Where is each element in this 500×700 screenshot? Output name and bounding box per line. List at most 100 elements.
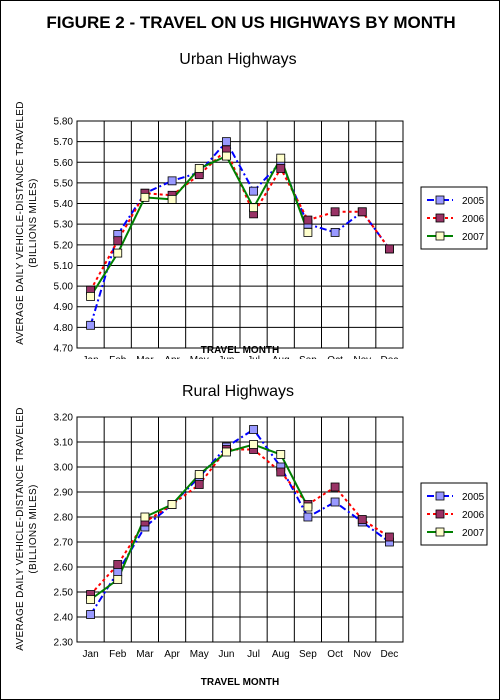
data-point-2007 xyxy=(194,164,204,173)
y-tick-label: 2.40 xyxy=(54,613,74,624)
figure-title: FIGURE 2 - TRAVEL ON US HIGHWAYS BY MONT… xyxy=(46,13,456,32)
data-point-2007 xyxy=(276,153,286,163)
x-tick-label: Feb xyxy=(109,649,127,660)
urban-highways-chart: Urban Highways 4.70 4.80 4.90 5.00 5.10 5.20 5… xyxy=(15,51,488,359)
rural-highways-chart: Rural Highways 2.30 2.40 2.50 2.60 2.70 2.80 2… xyxy=(15,383,488,688)
x-tick-labels: Jan Feb Mar Apr May Jun Jul Aug Sep Oct Nov Dec xyxy=(83,649,399,660)
data-point-2007 xyxy=(140,192,150,202)
y-tick-label: 2.30 xyxy=(54,638,74,649)
y-tick-label: 5.20 xyxy=(54,240,74,251)
x-tick-label: Mar xyxy=(136,355,154,359)
x-tick-label: Jan xyxy=(83,649,99,660)
x-axis-label: TRAVEL MONTH xyxy=(201,677,280,688)
data-point-2006 xyxy=(330,482,340,492)
x-tick-label: Dec xyxy=(381,649,399,660)
y-tick-label: 2.70 xyxy=(54,538,74,549)
data-point-2005 xyxy=(167,176,177,186)
data-point-2007 xyxy=(113,575,123,584)
legend: 2005 2006 2007 xyxy=(420,186,488,250)
x-tick-label: Jan xyxy=(83,355,99,359)
x-tick-label: Sep xyxy=(299,355,317,359)
data-point-2006 xyxy=(276,164,286,173)
y-axis-label: AVERAGE DAILY VEHICLE-DISTANCE TRAVELED xyxy=(15,101,26,344)
x-tick-label: Mar xyxy=(136,649,154,660)
y-tick-label: 2.60 xyxy=(54,563,74,574)
x-tick-label: Apr xyxy=(164,649,180,660)
y-tick-label: 5.60 xyxy=(54,158,74,169)
y-axis-label-units: (BILLIONS MILES) xyxy=(28,484,39,573)
legend-box xyxy=(420,482,488,546)
y-tick-label: 2.80 xyxy=(54,513,74,524)
data-point-2006 xyxy=(385,532,394,542)
gridlines xyxy=(77,120,403,349)
data-point-2005 xyxy=(222,137,231,147)
data-point-2007 xyxy=(222,447,231,457)
data-point-2007 xyxy=(86,292,95,301)
x-tick-label: Aug xyxy=(272,649,290,660)
data-point-2007 xyxy=(249,440,258,449)
x-tick-label: Dec xyxy=(381,355,399,359)
y-tick-label: 4.90 xyxy=(54,302,74,313)
data-point-2006 xyxy=(276,467,286,477)
data-point-2007 xyxy=(303,228,313,237)
data-point-2005 xyxy=(113,567,123,577)
data-point-2006 xyxy=(113,560,123,569)
y-tick-label: 4.80 xyxy=(54,323,74,334)
legend-label-2007: 2007 xyxy=(462,528,485,539)
data-point-2006 xyxy=(330,207,340,217)
y-tick-label: 3.00 xyxy=(54,463,74,474)
legend-marker-2006 xyxy=(435,213,445,223)
data-point-2007 xyxy=(167,500,177,509)
data-point-2005 xyxy=(303,512,313,522)
data-point-2006 xyxy=(357,207,367,217)
y-tick-labels: 2.30 2.40 2.50 2.60 2.70 2.80 2.90 3.00 3.10 3.20 xyxy=(54,413,74,649)
data-point-2005 xyxy=(249,186,258,196)
y-tick-label: 5.00 xyxy=(54,282,74,293)
series-layer xyxy=(86,137,394,330)
x-tick-label: Feb xyxy=(109,355,127,359)
x-tick-label: Nov xyxy=(353,649,371,660)
y-tick-label: 5.40 xyxy=(54,199,74,210)
data-point-2005 xyxy=(86,610,95,619)
x-tick-label: Oct xyxy=(327,355,343,359)
y-axis-label: AVERAGE DAILY VEHICLE-DISTANCE TRAVELED xyxy=(15,407,26,650)
legend-label-2006: 2006 xyxy=(462,510,485,521)
plot-border xyxy=(76,120,404,349)
data-point-2006 xyxy=(303,215,313,225)
legend-label-2007: 2007 xyxy=(462,232,485,243)
chart-title: Rural Highways xyxy=(182,383,294,400)
x-tick-label: Jun xyxy=(218,649,234,660)
y-tick-label: 5.50 xyxy=(54,178,74,189)
data-point-2005 xyxy=(86,320,95,330)
y-axis-label-units: (BILLIONS MILES) xyxy=(28,178,39,267)
data-point-2007 xyxy=(113,248,123,258)
legend-box xyxy=(420,186,488,250)
x-tick-label: Aug xyxy=(272,355,290,359)
data-point-2007 xyxy=(276,450,286,459)
x-tick-label: Sep xyxy=(299,649,317,660)
data-point-2006 xyxy=(385,244,394,254)
legend-label-2006: 2006 xyxy=(462,214,485,225)
data-point-2007 xyxy=(167,195,177,204)
legend: 2005 2006 2007 xyxy=(420,482,488,546)
chart-title: Urban Highways xyxy=(179,51,296,68)
data-point-2006 xyxy=(194,480,204,489)
legend-marker-2007 xyxy=(435,527,445,537)
legend-marker-2005 xyxy=(435,195,445,205)
x-tick-label: May xyxy=(190,649,209,660)
y-tick-label: 2.50 xyxy=(54,588,74,599)
y-tick-label: 5.10 xyxy=(54,261,74,272)
x-tick-label: Jul xyxy=(247,649,260,660)
y-tick-labels: 4.70 4.80 4.90 5.00 5.10 5.20 5.30 5.40 5.50 5.60… xyxy=(54,117,74,355)
data-point-2007 xyxy=(194,470,204,479)
data-point-2006 xyxy=(113,236,123,246)
x-tick-label: Nov xyxy=(353,355,371,359)
legend-marker-2006 xyxy=(435,509,445,519)
data-point-2007 xyxy=(140,512,150,522)
x-tick-label: Jun xyxy=(218,355,234,359)
x-axis-label: TRAVEL MONTH xyxy=(201,345,280,356)
data-point-2005 xyxy=(330,497,340,507)
x-tick-label: Apr xyxy=(164,355,180,359)
x-tick-label: May xyxy=(190,355,209,359)
